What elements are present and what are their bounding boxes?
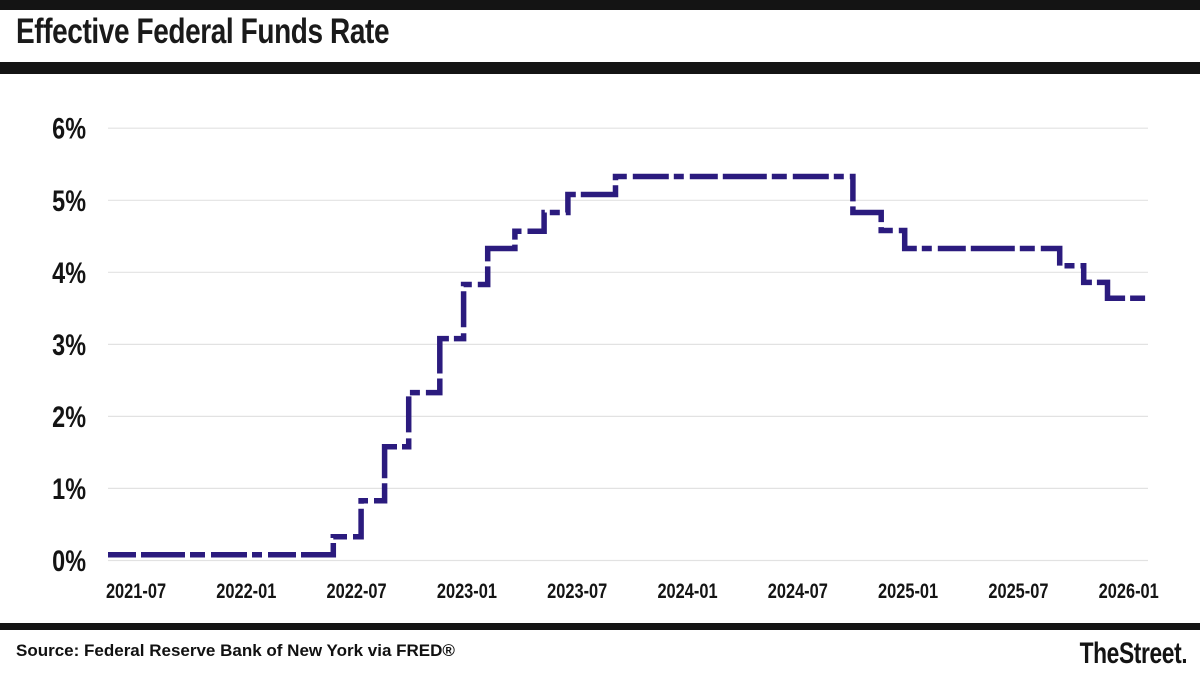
x-tick-label: 2025-07 xyxy=(988,579,1048,602)
x-tick-label: 2024-01 xyxy=(657,579,717,602)
x-tick-label: 2026-01 xyxy=(1099,579,1159,602)
y-tick-label: 3% xyxy=(52,328,86,361)
x-tick-label: 2021-07 xyxy=(106,579,166,602)
rate-step-line xyxy=(108,173,1148,558)
x-tick-label: 2022-07 xyxy=(327,579,387,602)
x-tick-label: 2022-01 xyxy=(216,579,276,602)
y-tick-label: 4% xyxy=(52,256,86,289)
thestreet-logo-text: TheStreet xyxy=(1079,637,1182,670)
logo-period xyxy=(1182,659,1186,663)
footer-divider-bar xyxy=(0,623,1200,630)
x-tick-label: 2025-01 xyxy=(878,579,938,602)
y-tick-label: 2% xyxy=(52,400,86,433)
x-tick-label: 2023-07 xyxy=(547,579,607,602)
top-accent-bar xyxy=(0,0,1200,10)
thestreet-logo: TheStreet xyxy=(1080,637,1186,671)
y-tick-label: 1% xyxy=(52,472,86,505)
effr-step-chart: 0% 1% 2% 3% 4% 5% 6% 2021-07 2022-01 2022-07 2023-… xyxy=(52,112,1159,603)
y-tick-label: 5% xyxy=(52,184,86,217)
x-tick-label: 2023-01 xyxy=(437,579,497,602)
title-divider-bar xyxy=(0,62,1200,74)
x-tick-label: 2024-07 xyxy=(768,579,828,602)
source-attribution: Source: Federal Reserve Bank of New York… xyxy=(16,641,455,660)
y-tick-label: 0% xyxy=(52,544,86,577)
y-tick-label: 6% xyxy=(52,112,86,145)
chart-title: Effective Federal Funds Rate xyxy=(16,12,390,51)
